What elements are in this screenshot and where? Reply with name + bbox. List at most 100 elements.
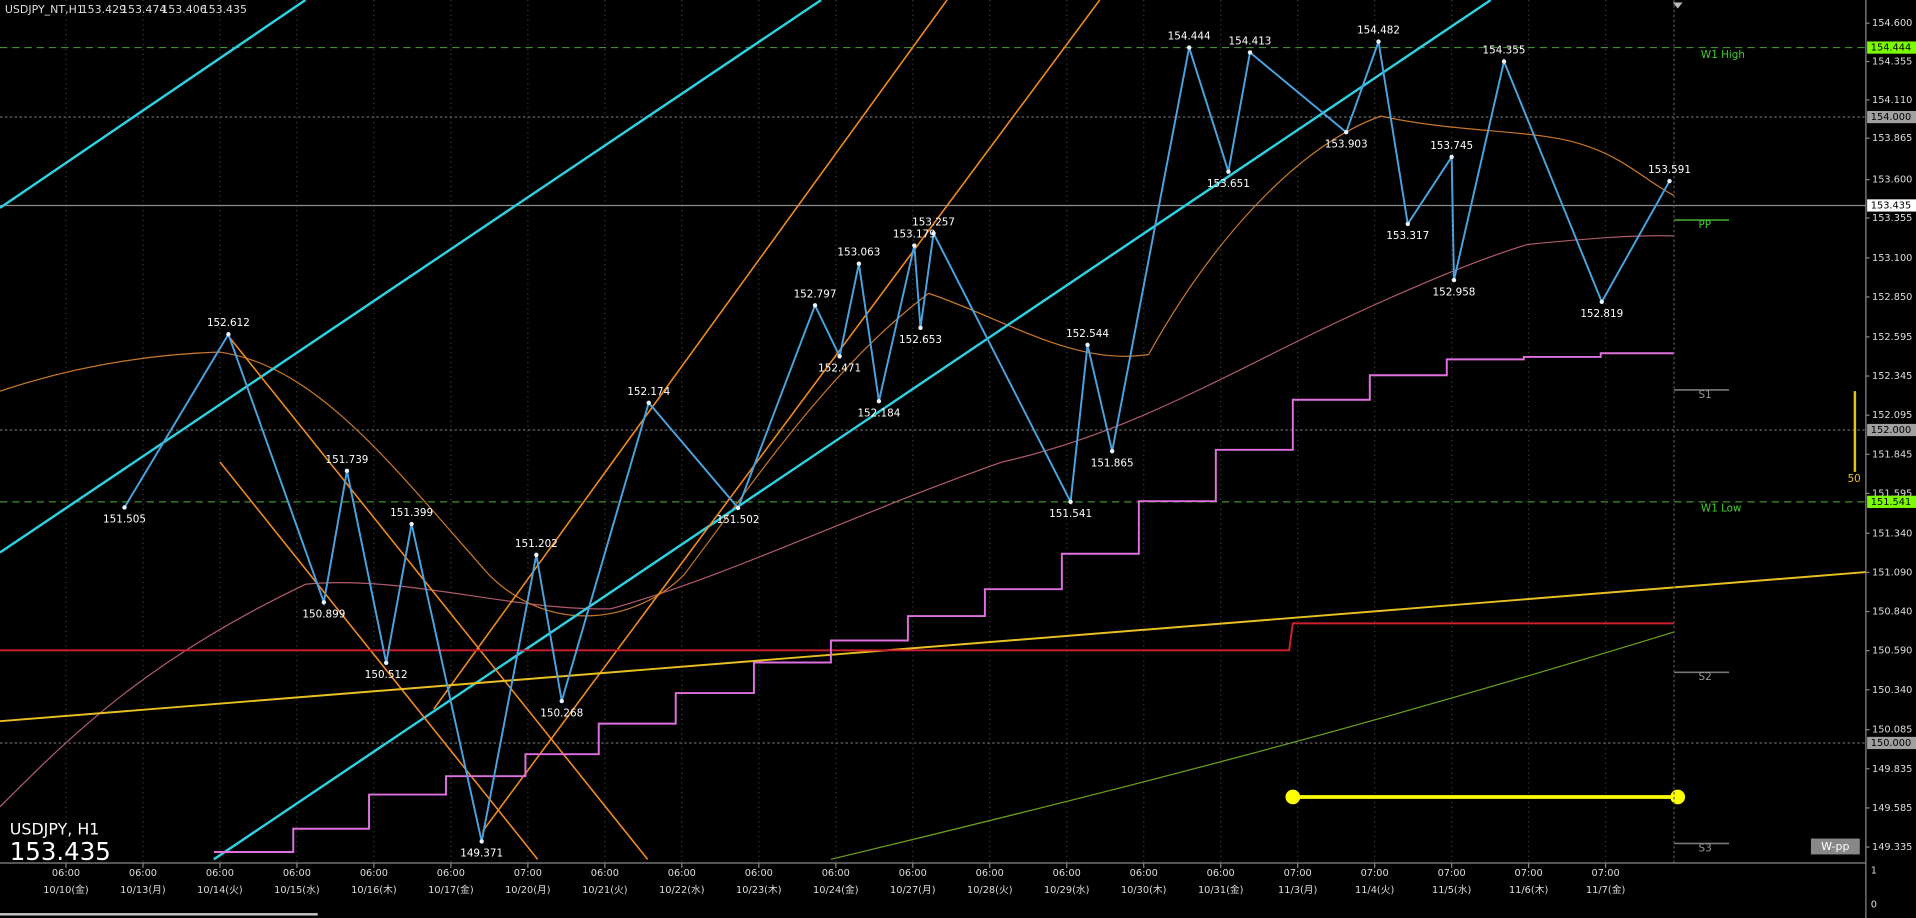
swing-point (876, 399, 882, 404)
swing-label: 153.903 (1325, 138, 1368, 150)
price-tag-label: 154.444 (1871, 43, 1911, 54)
price-tag (1867, 110, 1916, 124)
x-tick-label: 10/28(火) (967, 885, 1013, 896)
price-tag-label: 153.435 (1871, 200, 1911, 211)
swing-label: 153.745 (1430, 140, 1473, 152)
y-tick-label: 149.335 (1872, 842, 1912, 853)
x-tick-time: 06:00 (283, 868, 311, 879)
swing-point (384, 660, 389, 666)
swing-label: 151.739 (326, 454, 369, 466)
swing-point (1109, 448, 1115, 454)
x-tick-label: 10/22(水) (659, 884, 705, 896)
swing-label: 152.471 (818, 363, 861, 375)
y-tick-label: 151.340 (1872, 528, 1912, 539)
price-tag (1867, 199, 1916, 212)
swing-point (1501, 59, 1507, 64)
price-tag-label: 151.541 (1871, 497, 1911, 508)
pivot-label: S3 (1698, 842, 1711, 854)
swing-label: 151.505 (103, 514, 146, 526)
swing-point (1085, 342, 1090, 348)
symbol-label: USDJPY, H1 (10, 819, 100, 838)
current-price: 153.435 (10, 837, 111, 866)
y-tick-label: 150.840 (1872, 607, 1912, 618)
symbol-title: USDJPY_NT,H1 (5, 3, 84, 16)
time-axis-bg (0, 862, 1916, 918)
x-tick-label: 10/31(金) (1198, 883, 1244, 896)
y-tick-label: 151.595 (1872, 488, 1912, 499)
swing-label: 152.819 (1580, 308, 1623, 320)
x-tick-label: 11/3(月) (1278, 884, 1317, 896)
x-tick-time: 07:00 (1592, 868, 1620, 879)
swing-label: 154.444 (1168, 31, 1211, 43)
price-line (123, 41, 1671, 842)
y-tick-label: 154.600 (1872, 18, 1912, 29)
trend-line (0, 0, 822, 554)
axes-layer: 06:00 10/10(金) 06:00 10/13(月) 06:00 10/14(火) 0… (43, 18, 1916, 896)
pivot-label: W1 Low (1701, 503, 1742, 515)
ohlc-close: 153.435 (202, 3, 247, 16)
swing-point (1599, 299, 1604, 305)
x-tick-label: 10/24(金) (813, 883, 859, 896)
swing-point (735, 505, 741, 511)
swing-point (559, 698, 564, 704)
x-tick-time: 06:00 (822, 868, 850, 879)
x-tick-label: 10/13(月) (120, 884, 166, 896)
sub-y-tick-label: 0 (1871, 900, 1877, 911)
x-tick-label: 11/5(水) (1432, 884, 1471, 896)
swing-label: 150.899 (302, 609, 345, 621)
y-tick-label: 150.590 (1872, 646, 1912, 657)
swing-label: 154.482 (1357, 25, 1400, 37)
swing-point (1376, 39, 1381, 44)
swing-label: 151.541 (1049, 508, 1092, 520)
x-tick-time: 07:00 (1361, 868, 1389, 879)
swing-label: 153.591 (1648, 164, 1691, 176)
y-tick-label: 153.355 (1872, 213, 1912, 224)
trend-line (0, 571, 1866, 723)
ohlc-low: 153.406 (161, 3, 206, 16)
price-axis-bg (1865, 0, 1916, 918)
trend-line (482, 0, 1101, 832)
trend-line (213, 0, 1492, 861)
swing-label: 151.202 (515, 538, 558, 550)
pivot-label: PP (1698, 219, 1711, 231)
ohlc-open: 153.429 (81, 3, 126, 16)
trend-line (433, 0, 948, 710)
shift-marker (1672, 2, 1683, 9)
x-tick-label: 11/7(金) (1586, 883, 1625, 896)
swing-label: 151.399 (390, 507, 433, 519)
swing-point (931, 231, 936, 236)
x-tick-time: 07:00 (1438, 868, 1466, 879)
price-tag-label: 152.000 (1871, 425, 1911, 436)
y-tick-label: 152.345 (1872, 371, 1912, 382)
x-tick-label: 10/21(火) (582, 885, 628, 896)
w-pp-button-label[interactable]: W-pp (1821, 840, 1849, 853)
moving-average (830, 631, 1675, 860)
swing-point (534, 552, 539, 558)
x-tick-time: 07:00 (514, 868, 542, 879)
x-tick-label: 10/23(木) (736, 884, 782, 896)
x-tick-label: 10/15(水) (274, 884, 320, 896)
x-tick-label: 10/17(金) (428, 883, 474, 896)
price-tag (1867, 423, 1916, 437)
swing-point (321, 600, 327, 605)
trend-line (0, 0, 307, 209)
y-tick-label: 150.085 (1872, 725, 1912, 736)
y-tick-label: 151.090 (1872, 567, 1912, 578)
swing-label: 152.958 (1433, 286, 1476, 298)
w-pp-button[interactable] (1810, 838, 1860, 855)
price-tag (1867, 736, 1916, 750)
price-tag-label: 150.000 (1871, 738, 1911, 749)
x-tick-time: 06:00 (899, 868, 927, 879)
swing-point (837, 354, 842, 359)
swing-label: 153.179 (893, 229, 936, 241)
moving-average (0, 115, 1675, 617)
swing-label: 154.413 (1229, 35, 1272, 47)
swing-point (1343, 130, 1349, 135)
pivot-label: S2 (1698, 671, 1711, 683)
swing-label: 153.651 (1207, 178, 1250, 190)
y-tick-label: 152.850 (1872, 292, 1912, 303)
y-tick-label: 153.600 (1872, 175, 1912, 186)
swing-label: 152.184 (857, 407, 900, 419)
